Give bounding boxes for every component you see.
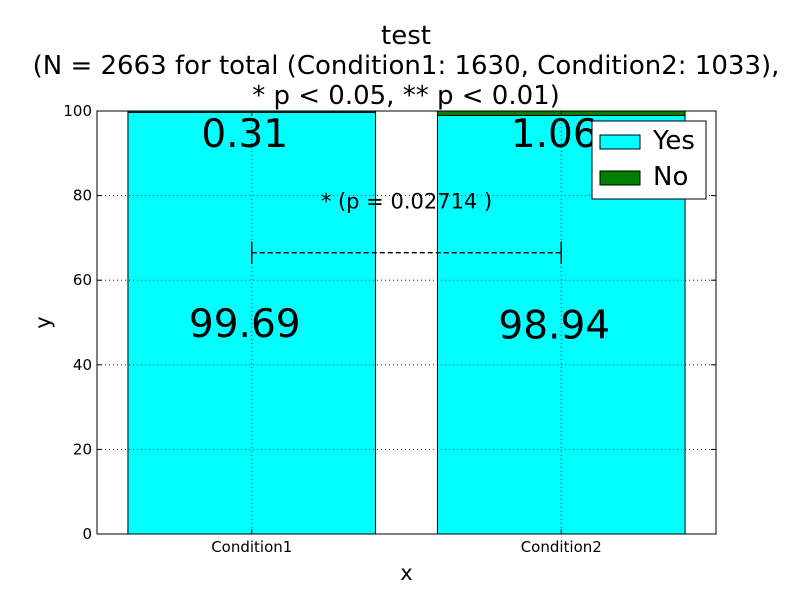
- axes-frame: [96, 110, 717, 535]
- chart-title-line-3: * p < 0.05, ** p < 0.01): [252, 81, 560, 111]
- y-tick-label: 0: [82, 525, 92, 543]
- legend: Yes No: [591, 120, 707, 200]
- legend-box: [591, 120, 707, 200]
- x-tick-label: Condition2: [521, 538, 602, 556]
- y-tick-label: 80: [73, 187, 92, 205]
- significance-label: * (p = 0.02714 ): [321, 189, 492, 213]
- bar-value-labels: 99.69 0.31 98.94 1.06: [189, 112, 610, 349]
- chart-title: test(N = 2663 for total (Condition1: 163…: [33, 21, 780, 111]
- value-label-yes: 98.94: [498, 304, 610, 349]
- value-label-yes: 99.69: [189, 302, 301, 347]
- x-axis-label: x: [400, 561, 412, 585]
- chart-title-line-1: test: [381, 21, 431, 51]
- legend-swatch-no: [599, 170, 641, 186]
- grid: [97, 111, 716, 534]
- significance-annotation: * (p = 0.02714 ): [251, 189, 562, 264]
- legend-swatch-yes: [599, 134, 641, 150]
- legend-label-no: No: [653, 162, 688, 192]
- y-tick-label: 100: [63, 102, 92, 120]
- y-tick-label: 20: [73, 440, 92, 458]
- axes: 0 20 40 60 80 100 Condition1 Condition2 x y: [31, 102, 717, 585]
- y-tick-label: 60: [73, 271, 92, 289]
- legend-label-yes: Yes: [652, 126, 695, 156]
- value-label-no: 0.31: [201, 112, 288, 157]
- y-axis-label: y: [31, 316, 55, 328]
- value-label-no: 1.06: [511, 112, 598, 157]
- y-tick-label: 40: [73, 356, 92, 374]
- chart-title-line-2: (N = 2663 for total (Condition1: 1630, C…: [33, 51, 780, 81]
- x-tick-label: Condition1: [211, 538, 292, 556]
